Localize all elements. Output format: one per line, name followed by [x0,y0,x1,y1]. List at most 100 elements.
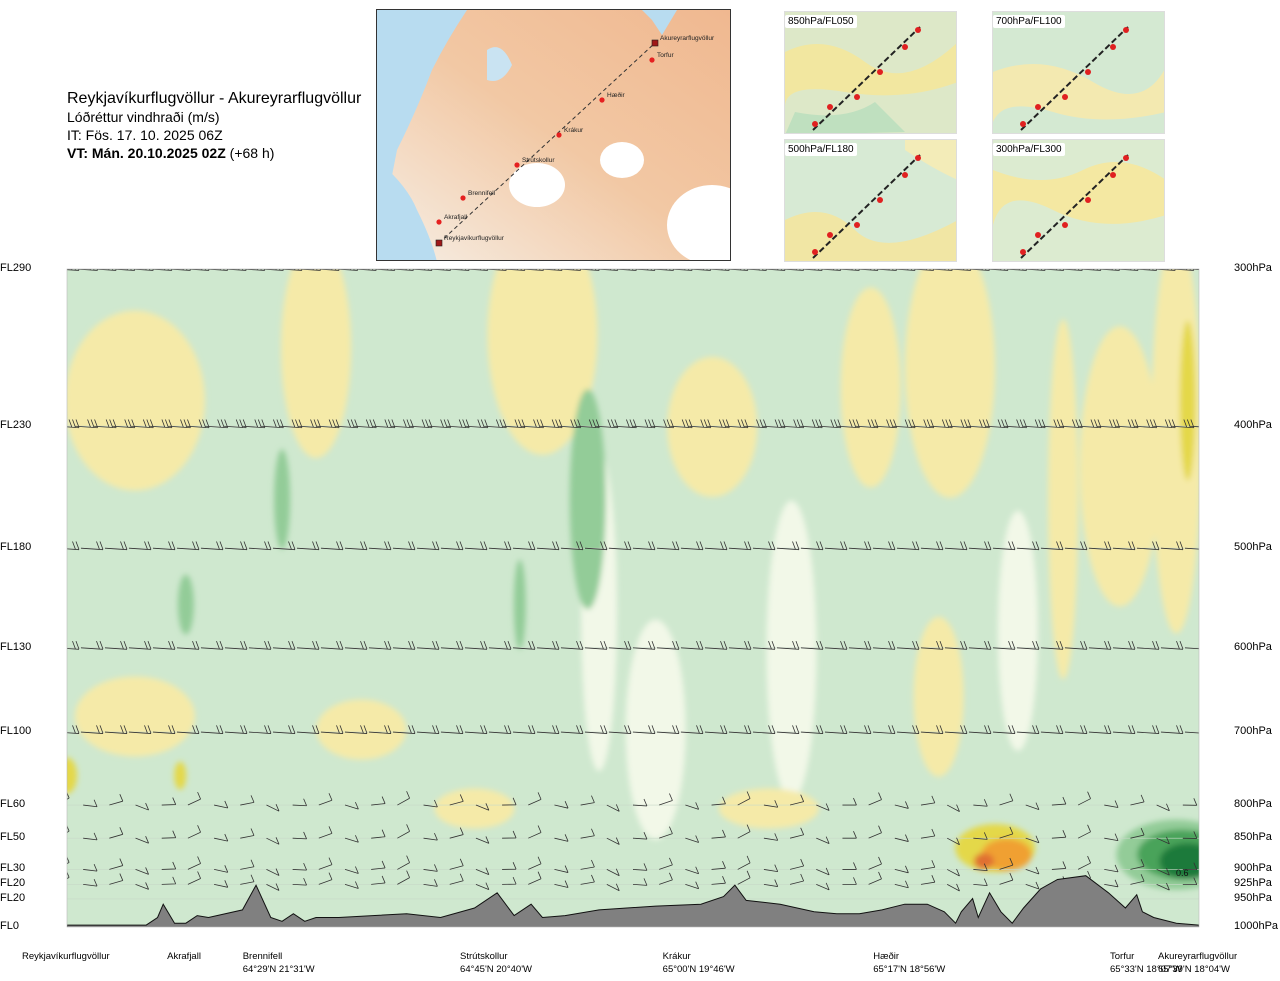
wind-barb [704,725,728,734]
wind-barb [475,867,490,876]
waypoint-label: Akureyrarflugvöllur [660,35,715,42]
wind-barb [688,269,712,271]
location-name: Hæðir [873,951,900,962]
wind-barb [279,269,303,271]
wind-barb [1134,269,1158,271]
waypoint-marker [435,239,443,247]
wind-barb [75,419,98,429]
wind-barb [488,541,512,551]
velocity-contour [274,449,291,550]
wind-barb [986,419,1009,429]
valid-time: VT: Mán. 20.10.2025 02Z (+68 h) [67,144,377,162]
wind-barb [344,725,368,734]
wind-barb [855,269,879,271]
wind-barb [261,269,284,271]
wind-barb [502,876,517,885]
wind-barb [999,793,1014,806]
pressure-level-label: 500hPa [1234,541,1272,554]
waypoint-marker [436,219,442,225]
wind-barb [298,419,321,429]
wind-barb [187,419,210,429]
wind-barb [354,419,377,429]
wind-barb [704,640,728,650]
wind-barb [428,269,451,271]
flight-level-label: FL60 [0,798,26,811]
wind-barb [109,873,124,885]
wind-barb [131,419,154,429]
wind-barb [317,269,340,271]
wind-barb [423,799,438,808]
wind-barb [109,858,124,870]
glacier-vatnajokull [667,185,730,260]
wind-barb [1182,877,1198,886]
wind-barb [475,836,490,844]
wind-barb [632,863,648,871]
wind-barb [135,802,149,811]
wind-barb [83,832,98,841]
plot-frame [66,268,1200,928]
wind-barb [837,419,860,429]
wind-barb [842,877,857,885]
wind-barb [800,269,823,271]
wind-barb [992,640,1016,650]
wind-barb [1051,861,1067,870]
wind-barb [1040,541,1064,551]
pressure-level-label: 700hPa [1234,725,1272,738]
wind-barb [536,640,560,650]
wind-barb [763,419,786,429]
wind-barb [651,269,674,271]
wind-barb [397,870,410,885]
wind-barb [707,269,730,271]
wind-barb [1064,725,1088,734]
wind-barb [161,797,177,806]
flight-level-label: FL0 [0,920,19,932]
wind-barb [842,831,857,839]
wind-barb [368,541,392,551]
wind-barb [1078,269,1102,271]
wind-barb [1025,866,1040,875]
wind-barb [423,864,438,872]
waypoint-marker [514,162,520,168]
wind-barb [763,269,786,271]
wind-barb [1156,803,1170,812]
wind-barb [416,725,440,734]
route-map-svg: Akureyrarflugvöllur Torfur Hæðir Krákur Strú… [377,10,730,260]
wind-barb [67,269,80,271]
wind-barb [67,725,80,734]
wind-barb [488,725,512,734]
wind-barb [465,419,489,429]
wind-barb [464,640,488,650]
wind-barb [292,831,307,840]
pressure-level-label: 1000hPa [1234,920,1279,932]
flight-level-label: FL30 [0,862,26,875]
velocity-contour [625,619,686,840]
wind-barb [1025,835,1040,844]
wind-barb [968,640,992,650]
location-coord: 64°29'N 21°31'W [242,964,315,975]
wind-barb [502,269,526,271]
pressure-level-label: 925hPa [1234,877,1272,890]
wind-barb [512,725,536,734]
wind-barb [848,725,872,734]
flight-level-label: FL20 [0,891,26,904]
pressure-level-label: 900hPa [1234,862,1272,875]
wind-barb [248,541,272,551]
wind-barb [632,831,648,840]
waypoint-marker [556,132,562,138]
wind-barb [893,419,916,429]
wind-barb [528,825,542,839]
wind-barb [152,640,176,650]
wind-barb [614,419,637,429]
wind-barb [1088,640,1112,650]
waypoint-label: Strútskollur [522,157,555,164]
wind-barb [685,802,700,810]
wind-barb [776,725,800,734]
wind-barb [685,881,700,890]
wind-barb [1134,419,1158,429]
location-name: Akrafjall [167,951,201,962]
wind-barb [176,725,200,734]
wind-barb [744,269,767,271]
wind-barb [1156,836,1170,845]
wind-barb [512,640,536,650]
wind-barb [894,865,909,874]
